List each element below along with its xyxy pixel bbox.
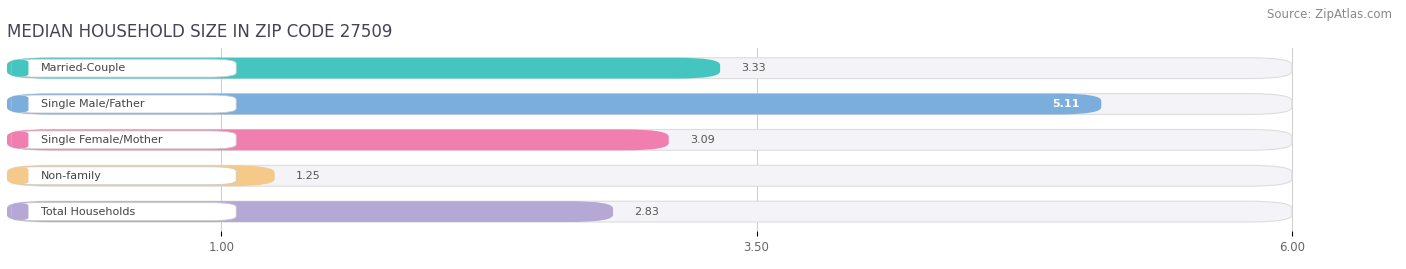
Text: Married-Couple: Married-Couple — [41, 63, 127, 73]
FancyBboxPatch shape — [11, 167, 28, 185]
FancyBboxPatch shape — [7, 201, 1292, 222]
FancyBboxPatch shape — [7, 129, 1292, 150]
Text: Single Male/Father: Single Male/Father — [41, 99, 145, 109]
FancyBboxPatch shape — [7, 94, 1101, 114]
Text: MEDIAN HOUSEHOLD SIZE IN ZIP CODE 27509: MEDIAN HOUSEHOLD SIZE IN ZIP CODE 27509 — [7, 23, 392, 41]
Text: Single Female/Mother: Single Female/Mother — [41, 135, 163, 145]
Text: 2.83: 2.83 — [634, 207, 659, 217]
FancyBboxPatch shape — [7, 58, 720, 79]
Text: 5.11: 5.11 — [1053, 99, 1080, 109]
FancyBboxPatch shape — [11, 167, 236, 185]
FancyBboxPatch shape — [7, 129, 669, 150]
FancyBboxPatch shape — [7, 201, 613, 222]
Text: Total Households: Total Households — [41, 207, 135, 217]
FancyBboxPatch shape — [11, 95, 236, 113]
Text: Source: ZipAtlas.com: Source: ZipAtlas.com — [1267, 8, 1392, 21]
FancyBboxPatch shape — [11, 59, 236, 77]
FancyBboxPatch shape — [11, 131, 236, 149]
FancyBboxPatch shape — [11, 131, 28, 149]
Text: 3.33: 3.33 — [741, 63, 766, 73]
FancyBboxPatch shape — [11, 95, 28, 113]
Text: Non-family: Non-family — [41, 171, 103, 181]
FancyBboxPatch shape — [7, 165, 274, 186]
FancyBboxPatch shape — [7, 58, 1292, 79]
FancyBboxPatch shape — [7, 94, 1292, 114]
Text: 3.09: 3.09 — [690, 135, 714, 145]
FancyBboxPatch shape — [7, 165, 1292, 186]
Text: 1.25: 1.25 — [297, 171, 321, 181]
FancyBboxPatch shape — [11, 59, 28, 77]
FancyBboxPatch shape — [11, 203, 28, 221]
FancyBboxPatch shape — [11, 203, 236, 221]
